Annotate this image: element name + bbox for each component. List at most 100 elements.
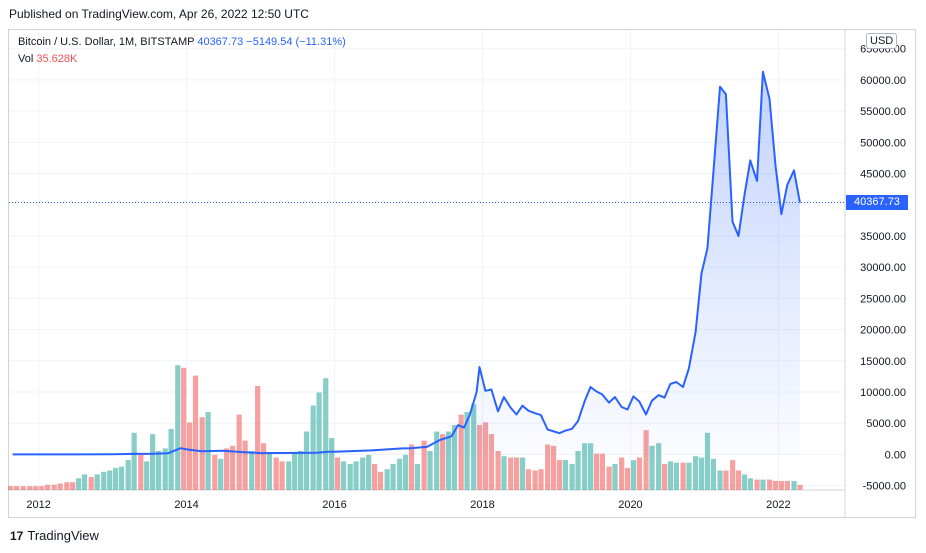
volume-bar	[440, 434, 446, 490]
volume-bar	[575, 451, 581, 490]
volume-bar	[384, 469, 390, 490]
volume-bar	[656, 443, 662, 490]
y-axis: -5000.00 0.00 5000.00 10000.00 15000.00 20000…	[860, 44, 906, 493]
volume-bar	[667, 461, 674, 490]
volume-bar	[242, 440, 248, 490]
volume-bar	[556, 460, 563, 490]
volume-bar	[434, 431, 440, 490]
volume-bar	[113, 467, 119, 490]
volume-bar	[538, 469, 544, 490]
volume-bar	[421, 440, 427, 490]
tradingview-logo-icon: 17	[10, 528, 24, 543]
volume-bar	[562, 460, 569, 490]
y-tick-label: 15000.00	[860, 356, 906, 368]
y-tick-label: -5000.00	[863, 481, 906, 493]
volume-bar	[403, 454, 409, 490]
volume-bar	[310, 405, 316, 490]
volume-bar	[730, 460, 736, 490]
last-value: 40367.73	[197, 36, 244, 48]
volume-bar	[686, 462, 692, 490]
volume-label[interactable]: Vol	[18, 53, 34, 65]
volume-bar	[588, 443, 594, 490]
published-note: Published on TradingView.com, Apr 26, 20…	[9, 7, 309, 21]
y-tick-label: 10000.00	[860, 387, 906, 399]
volume-bar	[101, 471, 107, 490]
y-tick-label: 60000.00	[860, 75, 906, 87]
y-tick-label: 30000.00	[860, 262, 906, 274]
last-price-badge: 40367.73	[846, 194, 908, 210]
volume-bar	[680, 462, 686, 490]
volume-bar	[297, 451, 304, 490]
price-line	[12, 70, 801, 456]
volume-bar	[747, 478, 754, 490]
volume-bar	[187, 422, 193, 490]
volume-bar	[545, 444, 551, 490]
volume-bar	[181, 367, 187, 490]
volume-bar	[192, 375, 199, 490]
volume-bar	[13, 486, 20, 490]
volume-bar	[27, 486, 33, 490]
volume-bar	[754, 479, 760, 490]
y-tick-label: 55000.00	[860, 106, 906, 118]
chart-frame[interactable]	[8, 29, 916, 518]
volume-bar	[514, 457, 520, 490]
volume-bar	[636, 457, 643, 490]
volume-bar	[797, 484, 803, 490]
y-tick-label: 25000.00	[860, 293, 906, 305]
volume-bar	[397, 458, 403, 490]
volume-bar	[260, 443, 267, 490]
volume-bar	[673, 462, 680, 490]
volume-bar	[366, 454, 372, 490]
volume-bar	[427, 451, 433, 490]
volume-bar	[508, 457, 514, 490]
volume-bar	[175, 365, 181, 490]
volume-bar	[323, 378, 329, 490]
volume-bar	[735, 470, 742, 490]
y-tick-label: 35000.00	[860, 231, 906, 243]
volume-bar	[593, 453, 600, 490]
volume-bar	[717, 470, 723, 490]
volume-bar	[551, 445, 557, 490]
volume-bar	[482, 422, 489, 490]
footer-brand[interactable]: TradingView	[27, 528, 99, 543]
volume-bar	[340, 461, 347, 490]
volume-bar	[488, 434, 495, 490]
y-tick-label: 45000.00	[860, 169, 906, 181]
volume-bar	[791, 480, 797, 490]
volume-bar	[249, 451, 255, 490]
volume-bar	[612, 464, 618, 490]
volume-bar	[353, 461, 359, 490]
volume-bar	[138, 454, 144, 490]
currency-button[interactable]: USD	[866, 33, 898, 49]
volume-value: 35.628K	[36, 53, 78, 65]
volume-bar	[723, 470, 729, 490]
volume-bar	[266, 453, 273, 490]
volume-bar	[525, 469, 532, 490]
volume-bar	[772, 480, 779, 490]
volume-bar	[273, 457, 279, 490]
volume-bar	[741, 474, 748, 490]
symbol-description[interactable]: Bitcoin / U.S. Dollar, 1M, BITSTAMP	[18, 36, 195, 48]
volume-bar	[279, 461, 285, 490]
volume-bar	[218, 458, 224, 490]
volume-bar	[630, 460, 637, 490]
y-tick-label: 50000.00	[860, 137, 906, 149]
volume-bar	[76, 478, 82, 490]
volume-bar	[88, 477, 94, 490]
volume-bar	[760, 479, 766, 490]
x-tick-label: 2020	[618, 499, 642, 511]
volume-bar	[704, 432, 711, 490]
volume-bar	[212, 454, 218, 490]
volume-bar	[532, 470, 538, 490]
volume-bar	[118, 466, 125, 490]
volume-bar	[360, 457, 366, 490]
volume-bar	[155, 451, 162, 490]
volume-bar	[582, 443, 588, 490]
volume-bar	[643, 430, 649, 490]
volume-bar	[569, 464, 575, 490]
volume-bar	[224, 448, 230, 490]
volume-bar	[39, 486, 45, 490]
x-tick-label: 2016	[322, 499, 346, 511]
volume-bar	[606, 466, 612, 490]
